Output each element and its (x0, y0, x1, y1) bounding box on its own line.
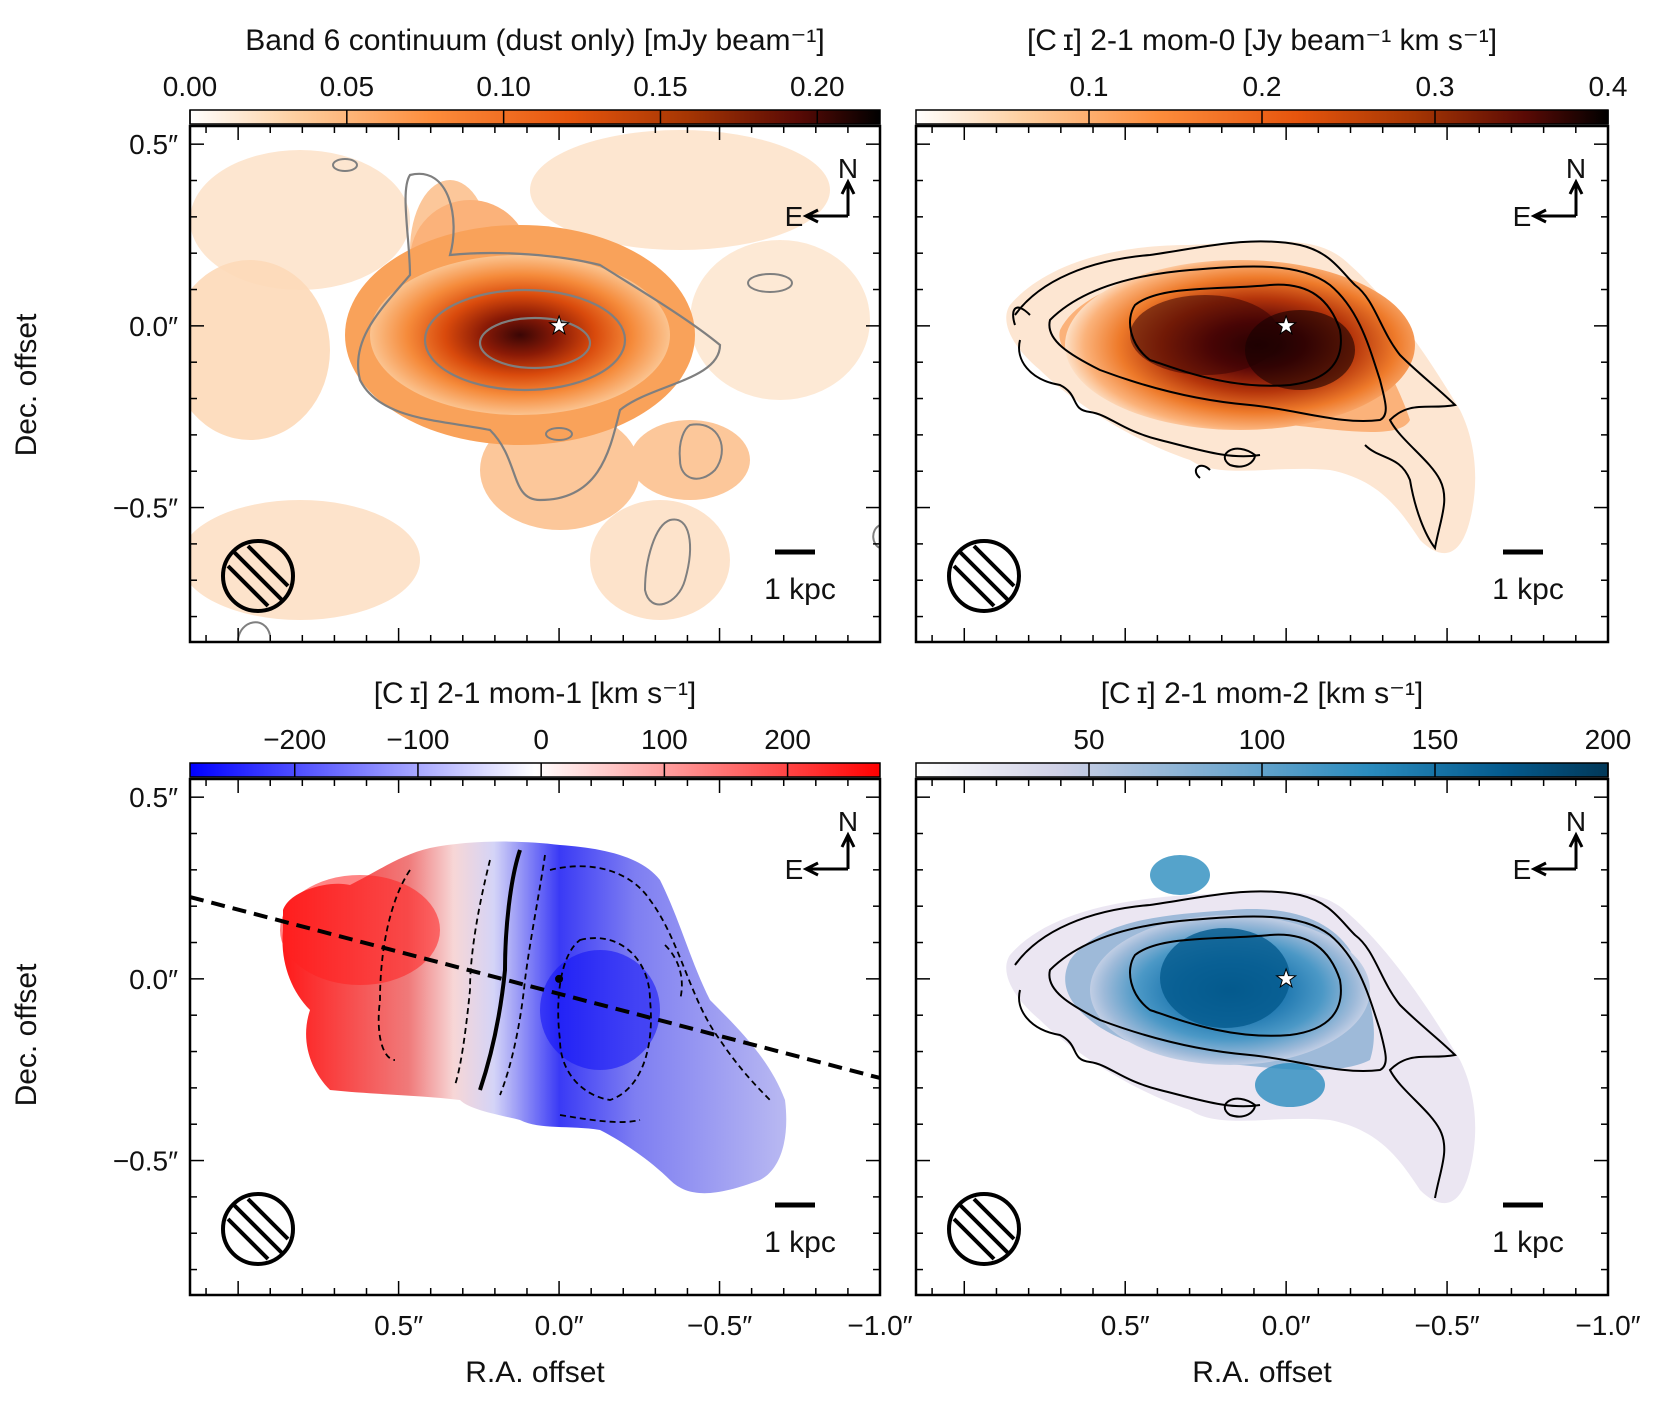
x-axis-label-left: R.A. offset (465, 1356, 605, 1389)
beam-hatch (972, 544, 1016, 588)
compass-east-arrow (1530, 861, 1576, 877)
mom1-centre-marker (555, 974, 564, 983)
beam-hatch (952, 564, 996, 608)
compass-east-label: E (1513, 854, 1532, 885)
compass-north-arrow (1568, 831, 1584, 869)
kinematic-major-axis (190, 895, 880, 1080)
beam-hatch (226, 1217, 270, 1261)
colorbar-tick-label: 0.20 (790, 71, 845, 102)
y-tick-label: −0.5″ (113, 1146, 178, 1177)
compass-east-arrow (802, 861, 848, 877)
colorbar-tick-label: 200 (1585, 724, 1632, 755)
colorbar-tick-label: −200 (263, 724, 326, 755)
x-tick-label: 0.0″ (535, 1310, 584, 1341)
y-tick-label: 0.0″ (129, 964, 178, 995)
x-tick-label: −1.0″ (1575, 1310, 1640, 1341)
colorbar-tick-label: 150 (1412, 724, 1459, 755)
beam-hatch (952, 1217, 996, 1261)
compass-east-label: E (1513, 201, 1532, 232)
compass-north-arrow (1568, 178, 1584, 216)
y-axis-label-bottom: Dec. offset (10, 963, 43, 1107)
compass-north-label: N (838, 153, 858, 184)
colorbar (189, 762, 881, 778)
compass-east-arrow (1530, 208, 1576, 224)
panel-dust-continuum (188, 124, 882, 644)
beam-ellipse (947, 539, 1021, 613)
colorbar-tick-label: 0.1 (1070, 71, 1109, 102)
mom2-map (916, 779, 1608, 1295)
colorbar-tick-label: 0 (533, 724, 549, 755)
colorbar-tick-label: −100 (386, 724, 449, 755)
y-tick-label: 0.0″ (129, 311, 178, 342)
compass-east-label: E (785, 854, 804, 885)
colorbar-tick-label: 0.05 (320, 71, 375, 102)
peak-star-marker (1275, 967, 1298, 989)
y-tick-label: 0.5″ (129, 782, 178, 813)
x-axis-label-right: R.A. offset (1192, 1356, 1332, 1389)
annotations-layer: Band 6 continuum (dust only) [mJy beam⁻¹… (10, 24, 1641, 1389)
colorbar-tick-label: 0.10 (476, 71, 531, 102)
compass-north-arrow (840, 178, 856, 216)
scale-bar-label: 1 kpc (1492, 1226, 1564, 1259)
colorbar-title: [C ɪ] 2-1 mom-2 [km s⁻¹] (1101, 677, 1424, 710)
beam-hatch (958, 550, 1010, 602)
colorbar-tick-label: 50 (1073, 724, 1104, 755)
colorbar-tick-label: 100 (1239, 724, 1286, 755)
x-tick-label: 0.0″ (1262, 1310, 1311, 1341)
peak-star-marker (548, 314, 571, 336)
colorbar (189, 109, 881, 125)
panel-mom2 (914, 777, 1610, 1297)
compass-east-arrow (802, 208, 848, 224)
colorbar-tick-label: 0.2 (1243, 71, 1282, 102)
panel-mom1 (188, 777, 882, 1297)
colorbar-title: [C ɪ] 2-1 mom-1 [km s⁻¹] (374, 677, 697, 710)
beam-hatch (246, 544, 290, 588)
panel-mom0 (914, 124, 1610, 644)
beam-hatch (958, 1203, 1010, 1255)
x-tick-label: −0.5″ (1414, 1310, 1479, 1341)
colorbar-tick-label: 0.3 (1416, 71, 1455, 102)
beam-hatch (232, 1203, 284, 1255)
compass-north-arrow (840, 831, 856, 869)
y-tick-label: 0.5″ (129, 129, 178, 160)
x-tick-label: 0.5″ (374, 1310, 423, 1341)
compass-north-label: N (1566, 153, 1586, 184)
beam-ellipse (221, 1192, 295, 1266)
scale-bar-label: 1 kpc (764, 573, 836, 606)
colorbar-tick-label: 0.4 (1589, 71, 1628, 102)
peak-star-marker (1275, 314, 1298, 336)
colorbar-tick-label: 0.00 (163, 71, 218, 102)
x-tick-label: −1.0″ (847, 1310, 912, 1341)
x-tick-label: −0.5″ (687, 1310, 752, 1341)
beam-ellipse (947, 1192, 1021, 1266)
beam-hatch (226, 564, 270, 608)
colorbar-tick-label: 200 (764, 724, 811, 755)
compass-north-label: N (1566, 806, 1586, 837)
colorbar-tick-label: 0.15 (633, 71, 688, 102)
scale-bar-label: 1 kpc (1492, 573, 1564, 606)
mom0-map (916, 126, 1608, 642)
compass-east-label: E (785, 201, 804, 232)
y-axis-label-top: Dec. offset (10, 313, 43, 457)
beam-ellipse (221, 539, 295, 613)
compass-north-label: N (838, 806, 858, 837)
beam-hatch (232, 550, 284, 602)
colorbar-title: [C ɪ] 2-1 mom-0 [Jy beam⁻¹ km s⁻¹] (1027, 24, 1497, 57)
dust-map (190, 126, 880, 642)
beam-hatch (972, 1197, 1016, 1241)
x-tick-label: 0.5″ (1101, 1310, 1150, 1341)
colorbar-tick-label: 100 (641, 724, 688, 755)
y-tick-label: −0.5″ (113, 493, 178, 524)
beam-hatch (246, 1197, 290, 1241)
colorbar-title: Band 6 continuum (dust only) [mJy beam⁻¹… (245, 24, 824, 57)
scale-bar-label: 1 kpc (764, 1226, 836, 1259)
mom1-map (190, 779, 880, 1295)
